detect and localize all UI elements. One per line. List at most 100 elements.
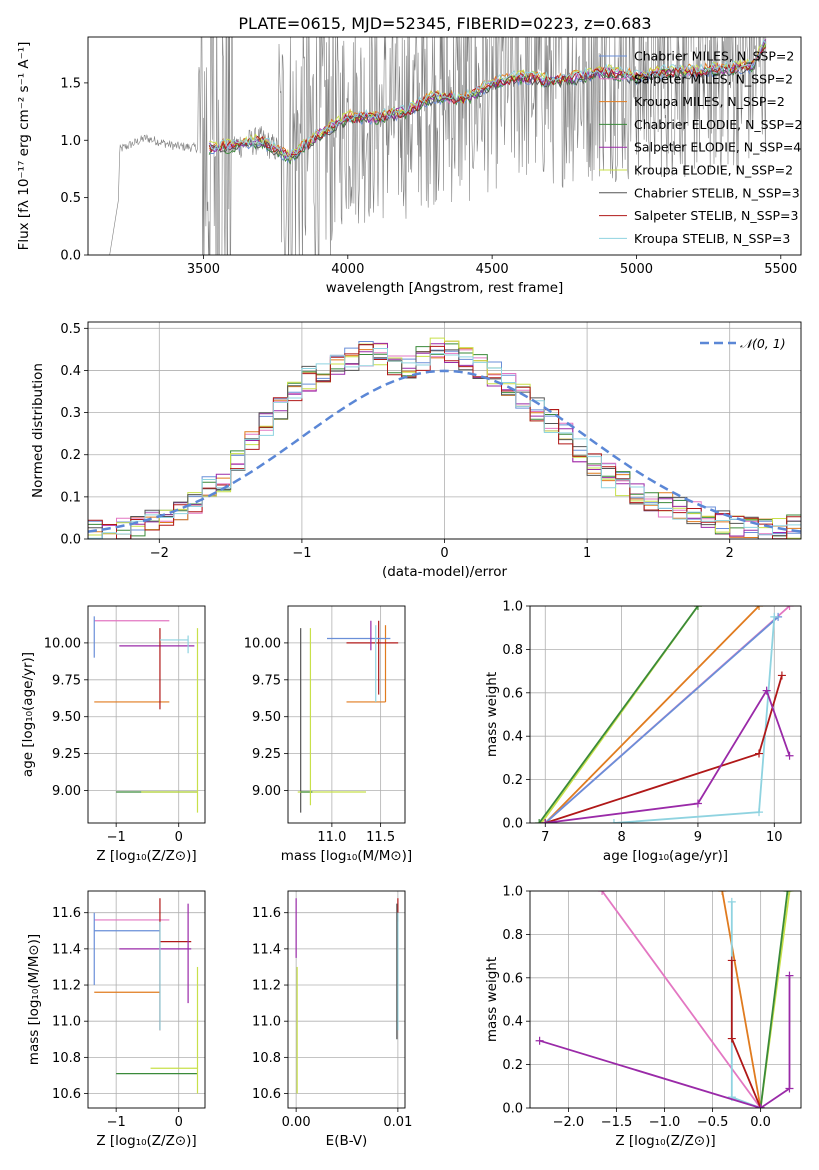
y-tick-label: 0.3 — [60, 406, 81, 421]
y-tick-label: 11.6 — [52, 906, 81, 921]
weight-point — [718, 891, 727, 895]
x-tick-label: 0.0 — [750, 1115, 771, 1130]
x-tick-label: 1 — [583, 546, 591, 561]
spectrum-legend: Chabrier MILES, N_SSP=2 Salpeter MILES, N… — [599, 49, 803, 246]
x-tick-label: 0 — [175, 1115, 183, 1130]
y-tick-label: 10.8 — [252, 1051, 281, 1066]
y-tick-label: 0.0 — [60, 249, 81, 264]
y-tick-label: 0.6 — [502, 971, 523, 986]
model-spectrum-line — [208, 47, 767, 160]
y-axis-label: Flux [fλ 10⁻¹⁷ erg cm⁻² s⁻¹ A⁻¹] — [16, 42, 32, 251]
legend-entry: Kroupa ELODIE, N_SSP=2 — [634, 163, 793, 178]
weight-vs-age-plot-area — [535, 606, 794, 823]
histogram-step-line — [88, 348, 801, 539]
weight-point — [727, 1034, 736, 1043]
weight-vs-Z-axes: −2.0 −1.5 −1.0 −0.5 0.0 0.0 0.2 0.4 0.6 0.8 1.0 Z [… — [484, 885, 801, 1149]
weight-line — [545, 675, 783, 823]
legend-entry: Salpeter MILES, N_SSP=2 — [634, 71, 793, 86]
y-tick-label: 11.0 — [52, 1015, 81, 1030]
y-tick-label: 10.00 — [244, 636, 281, 651]
x-axis-label: wavelength [Angstrom, rest frame] — [326, 280, 564, 296]
weight-point — [598, 891, 607, 895]
y-tick-label: 11.2 — [52, 979, 81, 994]
x-tick-label: 0 — [440, 546, 448, 561]
y-axis-label: mass [log₁₀(M/M⊙)] — [26, 934, 42, 1065]
y-tick-label: 9.50 — [52, 710, 81, 725]
y-axis-label: mass weight — [484, 957, 500, 1042]
y-tick-label: 0.4 — [502, 1015, 523, 1030]
y-tick-label: 10.00 — [44, 636, 81, 651]
mass-vs-Z-axes: −1 0 10.6 10.8 11.0 11.2 11.4 11.6 Z [log₁₀(Z/Z⊙… — [26, 891, 205, 1149]
x-axis-label: E(B-V) — [326, 1133, 368, 1149]
spectrum-frame — [87, 36, 802, 256]
x-tick-label: 7 — [541, 830, 549, 845]
x-tick-label: 3500 — [187, 262, 220, 277]
x-axis-label: mass [log₁₀(M/M⊙)] — [281, 848, 412, 864]
y-tick-label: 0.0 — [60, 533, 81, 548]
y-tick-label: 0.4 — [502, 730, 523, 745]
legend-entry: Chabrier MILES, N_SSP=2 — [634, 49, 794, 64]
weight-point — [785, 891, 794, 895]
weight-vs-Z-plot-area — [535, 891, 794, 1108]
y-tick-label: 9.50 — [252, 710, 281, 725]
y-axis-label: age [log₁₀(age/yr)] — [20, 652, 36, 777]
y-tick-label: 0.6 — [502, 686, 523, 701]
weight-line — [538, 606, 699, 823]
y-tick-label: 0.1 — [60, 490, 81, 505]
y-tick-label: 0.8 — [502, 928, 523, 943]
x-axis-label: (data-model)/error — [382, 564, 508, 580]
x-tick-label: 9 — [694, 830, 702, 845]
y-tick-label: 0.5 — [60, 191, 81, 206]
y-tick-label: 0.2 — [502, 773, 523, 788]
weight-point — [785, 606, 794, 610]
y-tick-label: 11.0 — [252, 1015, 281, 1030]
y-tick-label: 0.0 — [502, 1102, 523, 1117]
y-tick-label: 11.6 — [252, 906, 281, 921]
x-tick-label: 4000 — [331, 262, 364, 277]
weight-vs-Z-frame — [529, 890, 802, 1109]
y-tick-label: 0.2 — [60, 448, 81, 463]
x-axis-label: Z [log₁₀(Z/Z⊙)] — [615, 1133, 715, 1149]
weight-point — [755, 606, 764, 610]
age-vs-Z-plot-area — [93, 616, 199, 813]
weight-line — [730, 901, 761, 1108]
y-tick-label: 0.5 — [60, 322, 81, 337]
y-tick-label: 11.4 — [52, 942, 81, 957]
weight-point — [785, 1084, 794, 1093]
x-tick-label: 0 — [175, 830, 183, 845]
x-tick-label: −1 — [107, 1115, 126, 1130]
x-tick-label: 0.00 — [282, 1115, 311, 1130]
age-vs-Z-frame — [87, 605, 206, 824]
y-tick-label: 0.4 — [60, 364, 81, 379]
weight-point — [693, 606, 702, 610]
age-vs-mass-frame — [287, 605, 406, 824]
weight-line — [545, 688, 791, 823]
weight-point — [535, 1036, 544, 1045]
weight-point — [785, 971, 794, 980]
mass-vs-Z-frame — [87, 890, 206, 1109]
mass-vs-EBV-plot-area — [295, 898, 399, 1094]
mass-vs-EBV-axes: 0.00 0.01 10.6 10.8 11.0 11.2 11.4 11.6 E(B-V) — [252, 891, 412, 1149]
weight-point — [770, 612, 779, 621]
y-tick-label: 1.5 — [60, 76, 81, 91]
residuals-frame — [87, 321, 802, 540]
x-axis-label: Z [log₁₀(Z/Z⊙)] — [96, 1133, 196, 1149]
x-tick-label: 11.5 — [366, 830, 395, 845]
weight-point — [609, 819, 618, 823]
x-tick-label: −1 — [107, 830, 126, 845]
x-tick-label: −2.0 — [553, 1115, 585, 1130]
figure-title: PLATE=0615, MJD=52345, FIBERID=0223, z=0… — [238, 14, 651, 33]
weight-point — [727, 956, 736, 965]
weight-point — [783, 891, 792, 895]
weight-point — [785, 751, 794, 760]
weight-point — [541, 819, 550, 823]
x-tick-label: −1.5 — [601, 1115, 633, 1130]
legend-entry: 𝒩(0, 1) — [740, 336, 786, 351]
y-tick-label: 1.0 — [60, 134, 81, 149]
mass-vs-Z-plot-area — [93, 898, 199, 1094]
weight-line — [539, 975, 791, 1108]
x-tick-label: 0.01 — [383, 1115, 412, 1130]
weight-point — [693, 799, 702, 808]
y-tick-label: 9.75 — [52, 673, 81, 688]
legend-entry: Salpeter STELIB, N_SSP=3 — [634, 208, 798, 223]
